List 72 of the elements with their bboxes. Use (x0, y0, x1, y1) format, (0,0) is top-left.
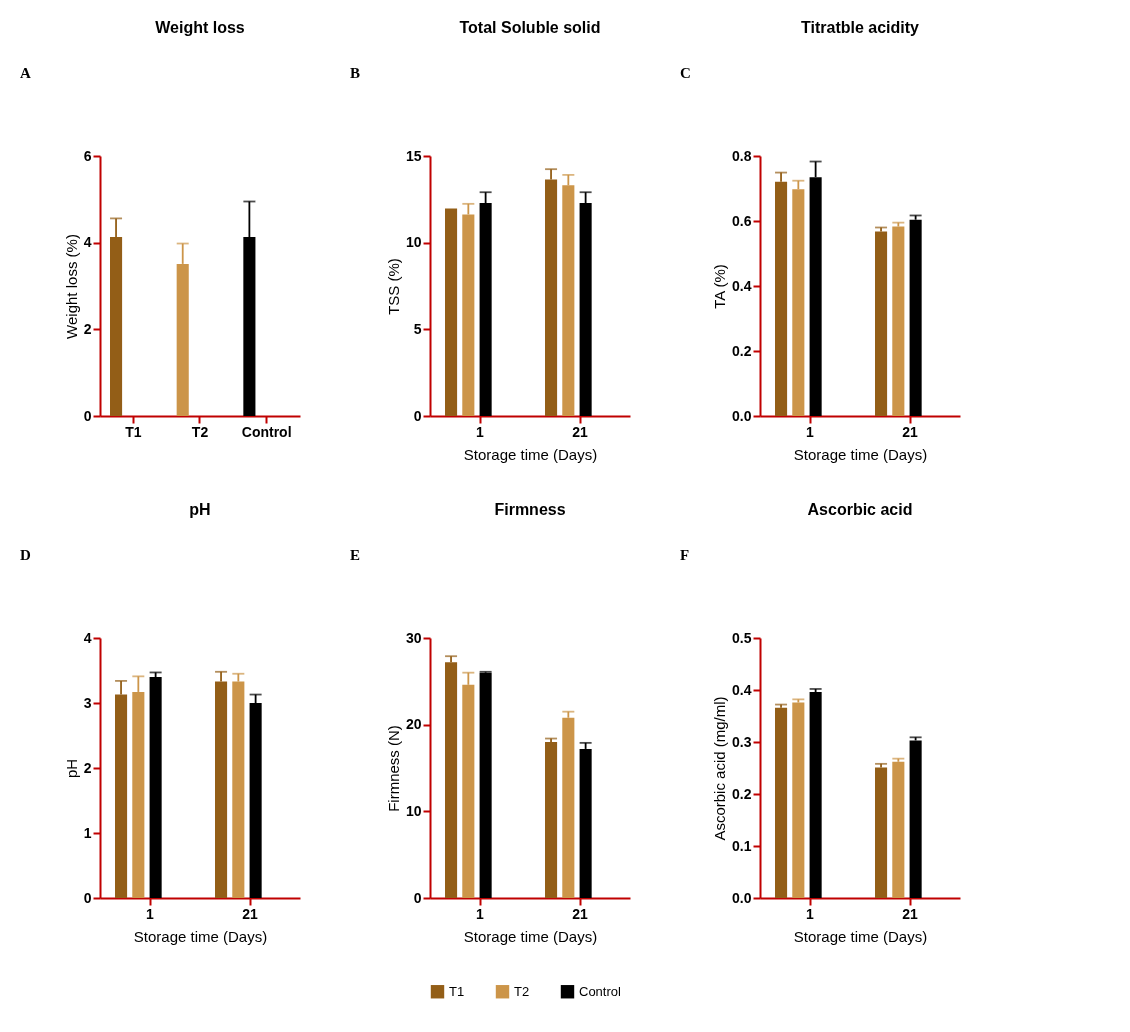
bar (562, 717, 575, 898)
chart-title: Weight loss (155, 19, 245, 36)
x-axis-title: Storage time (Days) (463, 445, 598, 463)
x-tick-label: 1 (806, 905, 815, 922)
y-tick-label: 30 (405, 629, 422, 646)
legend-label: T1 (449, 983, 465, 999)
y-tick-label: 0.4 (732, 681, 752, 698)
y-tick-label: 6 (83, 147, 92, 164)
y-tick-label: 0.0 (732, 889, 752, 906)
x-tick-label: 21 (572, 905, 588, 922)
bar (479, 672, 492, 898)
y-tick-label: 5 (413, 320, 422, 337)
x-tick-label: 21 (902, 905, 918, 922)
x-axis-title: Storage time (Days) (133, 927, 268, 945)
legend-label: Control (579, 983, 622, 999)
text: C (680, 65, 691, 81)
y-tick-label: 0.6 (732, 212, 752, 229)
bar (149, 677, 162, 898)
chart-title: Titratble acidity (801, 19, 920, 36)
x-axis-title: Storage time (Days) (793, 927, 928, 945)
chart-title: Ascorbic acid (807, 501, 913, 518)
x-tick-label: Control (241, 423, 292, 440)
x-tick-label: 21 (572, 423, 588, 440)
text: F (680, 547, 690, 563)
y-axis-title: pH (62, 758, 80, 779)
x-tick-label: 21 (242, 905, 258, 922)
y-tick-label: 0.2 (732, 785, 752, 802)
text: D (20, 547, 31, 563)
y-tick-label: 0.8 (732, 147, 752, 164)
x-axis-title: Storage time (Days) (463, 927, 598, 945)
y-tick-label: 2 (83, 759, 92, 776)
y-axis-title: Firmness (N) (384, 725, 402, 812)
text: A (20, 65, 31, 81)
y-tick-label: 15 (405, 147, 422, 164)
y-axis-title: TSS (%) (384, 258, 402, 315)
y-tick-label: 0.4 (732, 277, 752, 294)
y-tick-label: 20 (405, 716, 422, 733)
y-tick-label: 4 (83, 234, 92, 251)
text: E (350, 547, 361, 563)
y-tick-label: 1 (83, 824, 92, 841)
y-tick-label: 0.2 (732, 342, 752, 359)
x-tick-label: 1 (146, 905, 155, 922)
y-tick-label: 0.1 (732, 837, 752, 854)
x-tick-label: T1 (125, 423, 142, 440)
y-tick-label: 0 (83, 889, 92, 906)
y-tick-label: 0 (413, 407, 422, 424)
x-tick-label: T2 (191, 423, 209, 440)
y-tick-label: 0 (413, 889, 422, 906)
y-axis-title: Weight loss (%) (62, 234, 80, 339)
y-tick-label: 0.0 (732, 407, 752, 424)
bar (445, 208, 458, 416)
x-tick-label: 21 (902, 423, 918, 440)
x-tick-label: 1 (806, 423, 815, 440)
chart-title: pH (189, 501, 211, 518)
y-tick-label: 2 (83, 320, 92, 337)
x-axis-title: Storage time (Days) (793, 445, 928, 463)
chart-title: Firmness (494, 501, 566, 518)
x-tick-label: 1 (476, 423, 485, 440)
y-tick-label: 10 (405, 234, 422, 251)
y-tick-label: 0.3 (732, 733, 752, 750)
y-tick-label: 0.5 (732, 629, 752, 646)
y-tick-label: 3 (83, 694, 92, 711)
y-tick-label: 0 (83, 407, 92, 424)
chart-title: Total Soluble solid (459, 19, 601, 36)
y-tick-label: 10 (405, 802, 422, 819)
y-tick-label: 4 (83, 629, 92, 646)
x-tick-label: 1 (476, 905, 485, 922)
y-axis-title: Ascorbic acid (mg/ml) (711, 696, 729, 841)
bar (579, 748, 592, 898)
text: B (350, 65, 361, 81)
y-axis-title: TA (%) (711, 264, 729, 309)
legend-label: T2 (514, 983, 530, 999)
